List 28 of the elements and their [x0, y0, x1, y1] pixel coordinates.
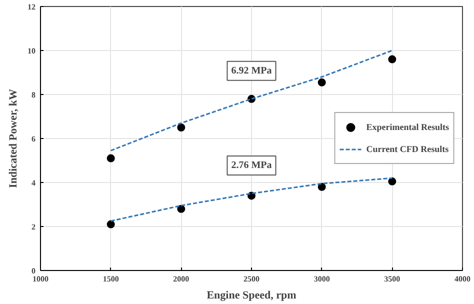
y-tick-label: 8 [32, 90, 36, 100]
point [106, 220, 115, 228]
x-tick-label: 2000 [173, 274, 190, 284]
x-tick-label: 4000 [454, 274, 470, 284]
x-tick-label: 1500 [102, 274, 119, 284]
point [106, 154, 115, 162]
y-tick-label: 12 [28, 2, 36, 12]
point [388, 55, 396, 64]
point [388, 177, 396, 186]
legend-label: Current CFD Results [366, 144, 449, 154]
y-tick-label: 2 [32, 222, 36, 232]
x-tick-label: 3500 [384, 274, 400, 284]
annotation: 2.76 MPa [231, 160, 272, 171]
y-axis-title: Indicated Power, kW [8, 89, 20, 188]
legend-label: Experimental Results [366, 122, 449, 132]
x-tick-label: 1000 [32, 274, 48, 284]
x-axis-title: Engine Speed, rpm [206, 290, 296, 302]
x-tick-label: 2500 [244, 274, 260, 284]
point [318, 78, 326, 86]
y-tick-label: 10 [28, 46, 36, 56]
y-tick-label: 0 [32, 266, 36, 276]
point [177, 204, 186, 213]
x-tick-label: 3000 [314, 274, 330, 284]
annotation: 6.92 MPa [231, 65, 272, 76]
y-tick-label: 6 [32, 134, 36, 144]
point [318, 182, 326, 191]
point [177, 124, 186, 132]
y-tick-label: 4 [32, 178, 36, 188]
